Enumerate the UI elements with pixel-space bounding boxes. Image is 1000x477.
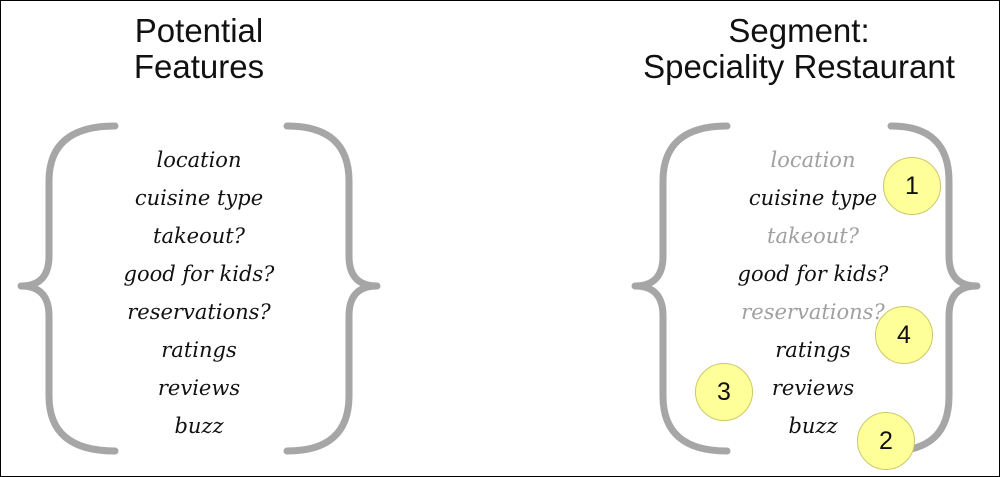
marker-1-label: 1 [905, 171, 919, 200]
right-feature-good-for-kids: good for kids? [737, 262, 889, 286]
marker-3-label: 3 [717, 377, 731, 406]
left-feature-reviews: reviews [157, 376, 241, 400]
left-title-line2: Features [133, 48, 265, 85]
left-feature-ratings: ratings [161, 338, 237, 362]
marker-4: 4 [875, 306, 933, 364]
right-title-line2: Speciality Restaurant [643, 48, 955, 85]
right-feature-takeout: takeout? [767, 224, 859, 248]
marker-2-label: 2 [879, 426, 893, 455]
left-feature-list: location cuisine type takeout? good for kid… [99, 144, 299, 448]
marker-1: 1 [883, 157, 941, 215]
right-feature-reservations: reservations? [741, 300, 885, 324]
left-feature-location: location [156, 148, 242, 172]
right-feature-buzz: buzz [788, 414, 838, 438]
left-title: Potential Features [1, 13, 397, 85]
left-open-brace [17, 122, 119, 455]
right-feature-cuisine-type: cuisine type [748, 186, 878, 210]
left-feature-reservations: reservations? [127, 300, 271, 324]
left-feature-takeout: takeout? [153, 224, 245, 248]
marker-2: 2 [857, 412, 915, 470]
right-open-brace [631, 122, 731, 455]
marker-3: 3 [695, 363, 753, 421]
left-feature-good-for-kids: good for kids? [123, 262, 275, 286]
right-feature-list: location cuisine type takeout? good for kid… [713, 144, 913, 448]
left-feature-cuisine-type: cuisine type [134, 186, 264, 210]
right-title-line1: Segment: [728, 12, 870, 49]
right-feature-ratings: ratings [775, 338, 851, 362]
left-feature-buzz: buzz [174, 414, 224, 438]
right-title: Segment: Speciality Restaurant [601, 13, 997, 85]
right-close-brace [887, 122, 981, 455]
left-title-line1: Potential [134, 12, 264, 49]
marker-4-label: 4 [897, 320, 911, 349]
left-close-brace [283, 122, 381, 455]
right-feature-location: location [770, 148, 856, 172]
right-feature-reviews: reviews [771, 376, 855, 400]
